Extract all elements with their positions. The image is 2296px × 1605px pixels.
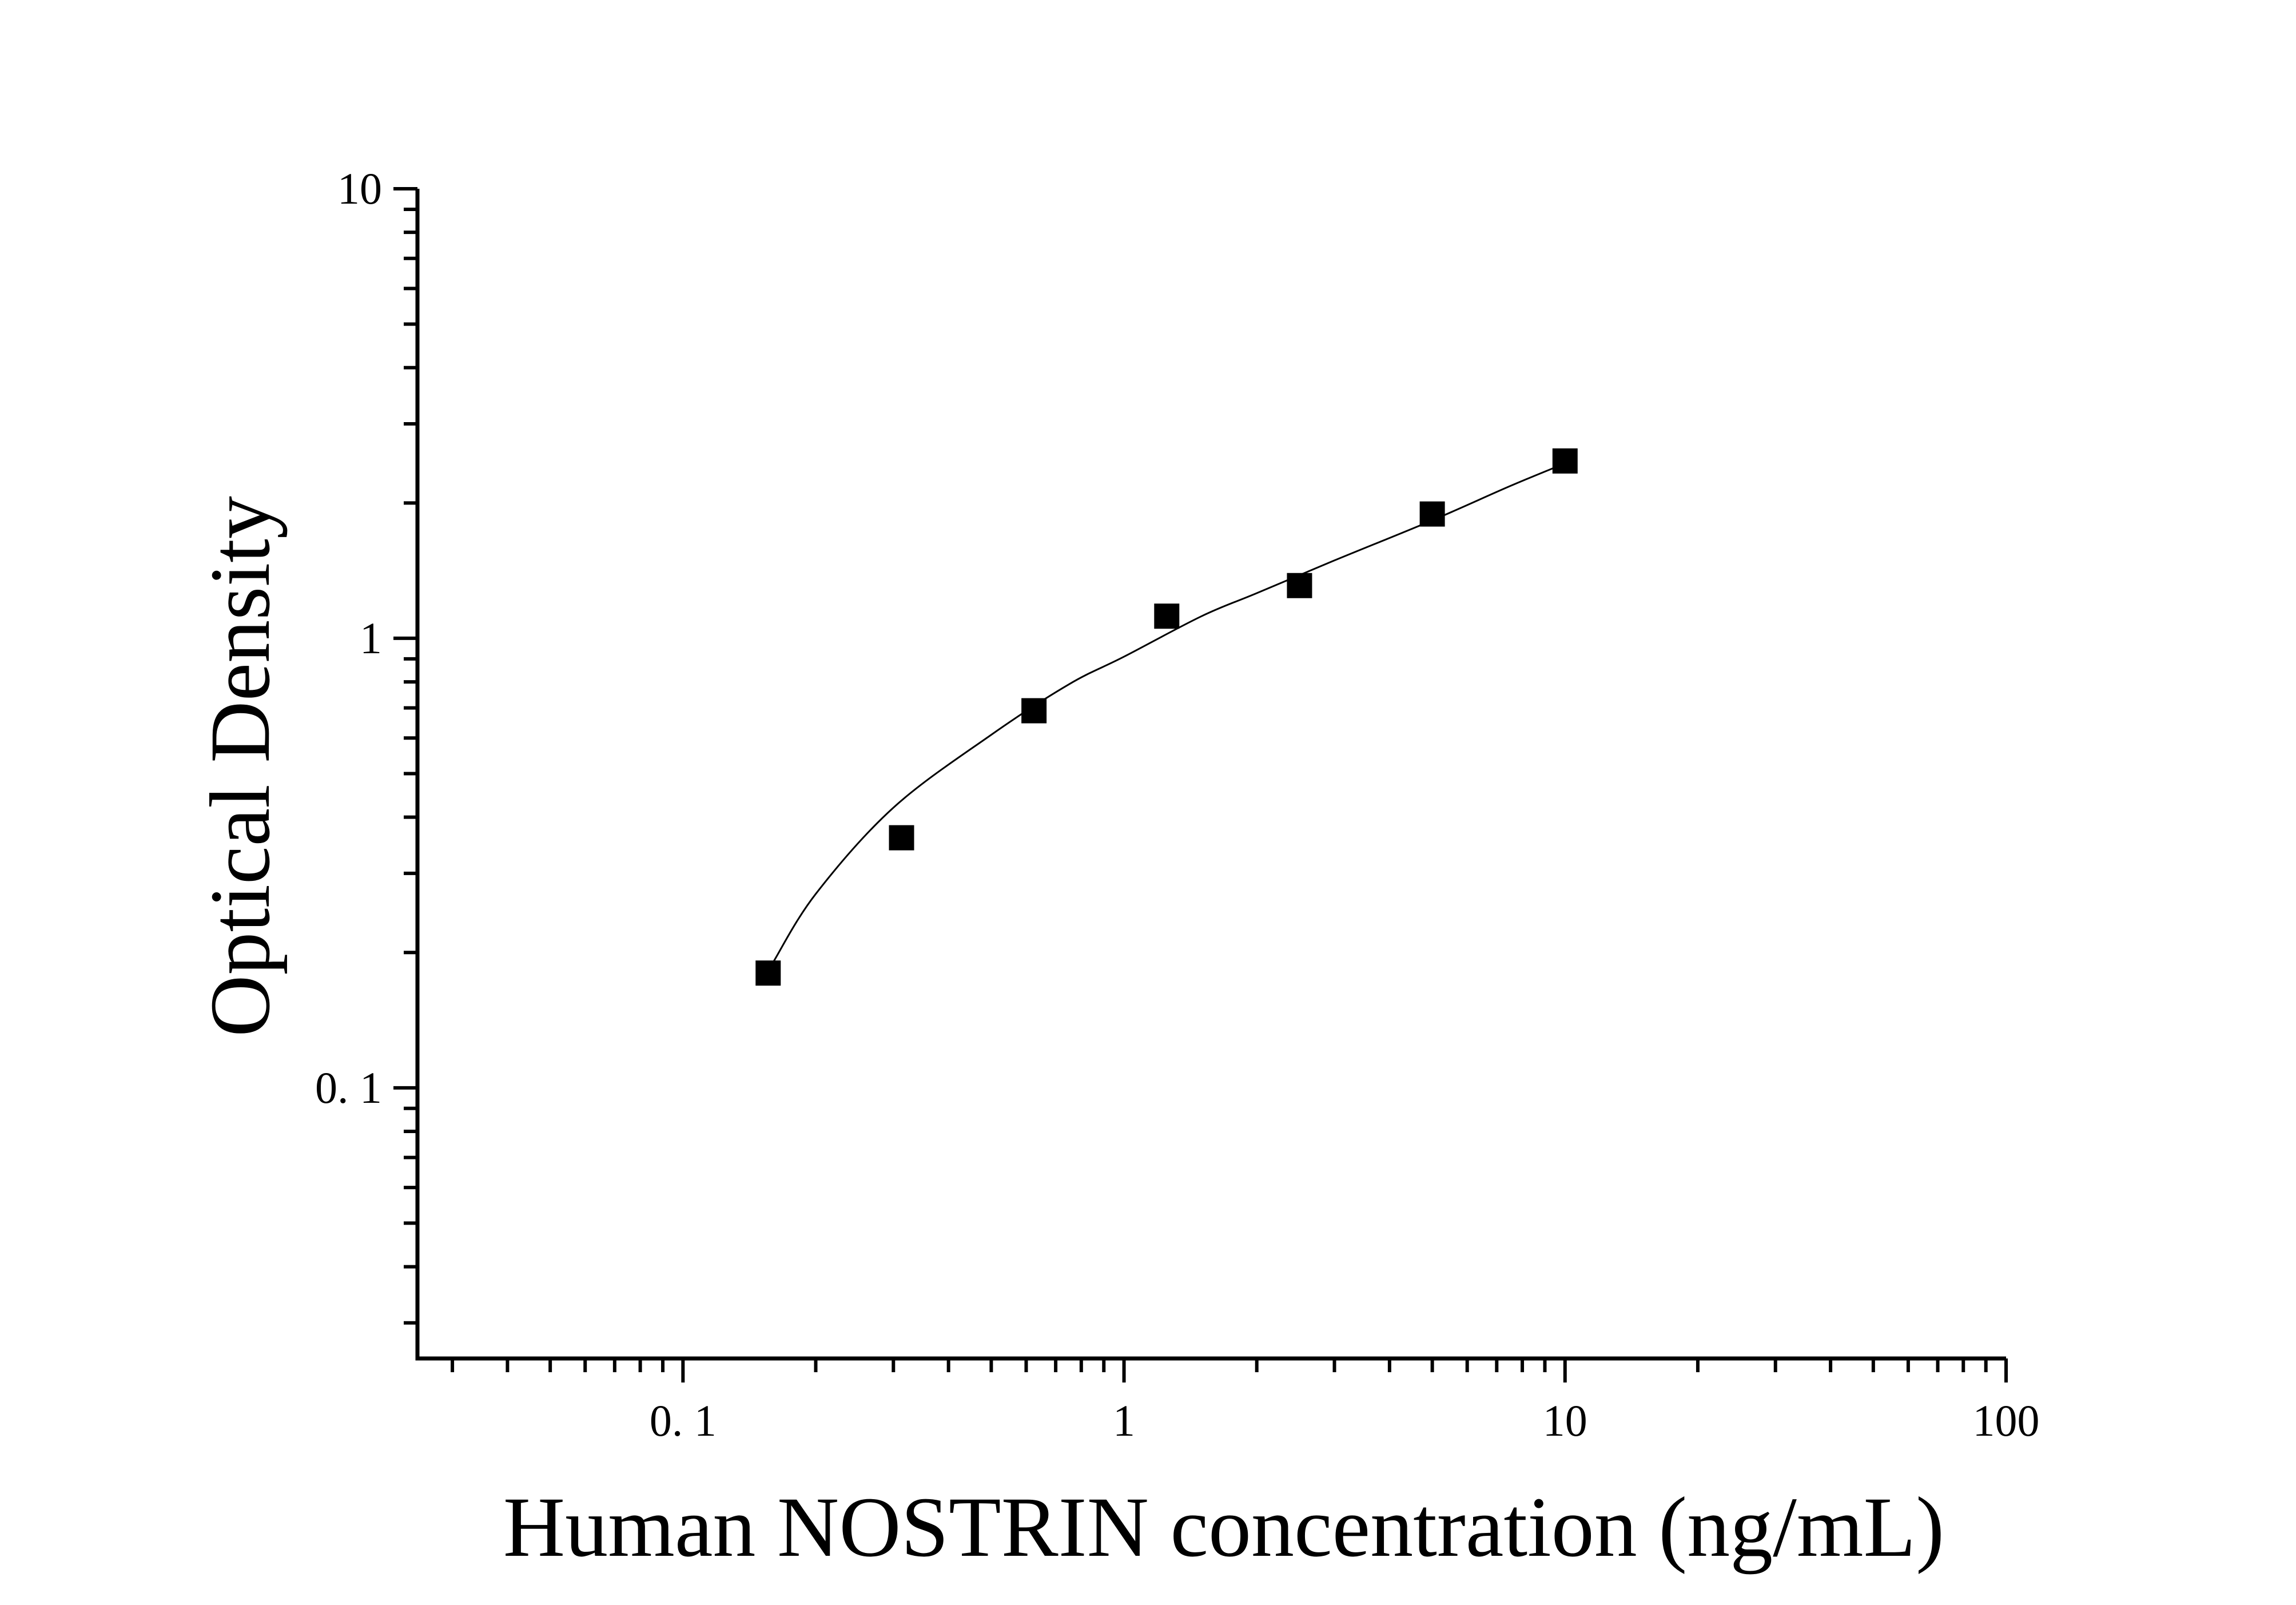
data-point (1419, 501, 1445, 527)
data-points (755, 448, 1578, 986)
data-point (1287, 573, 1312, 598)
data-point (1154, 603, 1180, 629)
data-point (755, 960, 781, 986)
fit-curve-layer (772, 462, 1566, 963)
y-tick-label: 10 (337, 164, 382, 213)
y-axis-title: Optical Density (193, 496, 288, 1037)
x-axis-title: Human NOSTRIN concentration (ng/mL) (503, 1480, 1944, 1575)
x-tick-label: 1 (1113, 1396, 1135, 1445)
data-point (889, 825, 914, 851)
x-tick-label: 10 (1543, 1396, 1587, 1445)
y-tick-label: 1 (360, 613, 382, 663)
x-tick-label: 0. 1 (650, 1396, 717, 1445)
fit-curve (772, 462, 1566, 963)
axes: 0. 1 1 10 100 0. 1 1 10 (315, 164, 2040, 1445)
data-point (1021, 698, 1047, 724)
x-tick-label: 100 (1973, 1396, 2040, 1445)
y-tick-label: 0. 1 (315, 1063, 382, 1113)
data-point (1552, 448, 1578, 474)
